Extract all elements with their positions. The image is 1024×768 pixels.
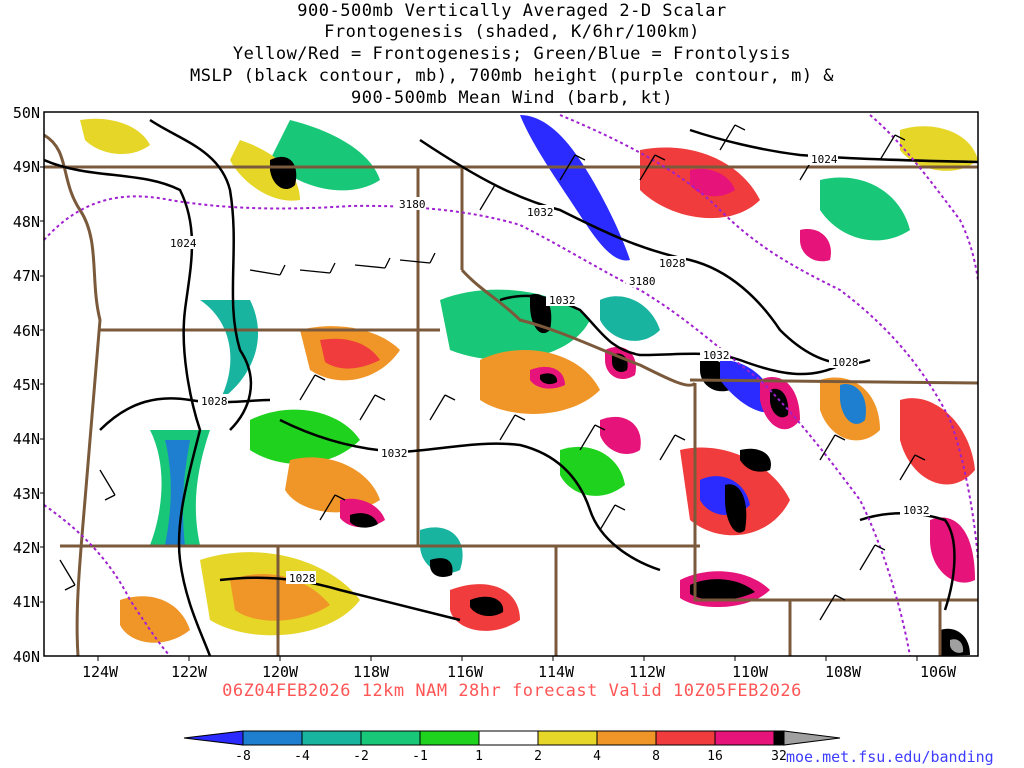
contour-label: 1024 bbox=[811, 153, 838, 166]
credit-link[interactable]: moe.met.fsu.edu/banding bbox=[786, 748, 994, 766]
lon-label: 120W bbox=[262, 663, 299, 681]
lat-label: 46N bbox=[13, 322, 40, 340]
colorbar-segment bbox=[714, 730, 775, 746]
lon-label: 110W bbox=[732, 663, 769, 681]
valid-time: 06Z04FEB2026 12km NAM 28hr forecast Vali… bbox=[222, 681, 802, 701]
colorbar-segment bbox=[183, 730, 244, 746]
lon-label: 114W bbox=[538, 663, 575, 681]
frontogenesis-shading bbox=[80, 115, 978, 656]
lon-label: 118W bbox=[353, 663, 390, 681]
colorbar-label: 1 bbox=[475, 749, 483, 764]
colorbar-segment bbox=[360, 730, 421, 746]
lon-label: 124W bbox=[82, 663, 119, 681]
colorbar-label: 16 bbox=[707, 749, 723, 764]
colorbar-segment bbox=[596, 730, 657, 746]
lat-label: 40N bbox=[13, 648, 40, 666]
colorbar-segment bbox=[537, 730, 598, 746]
colorbar-labels: -8 -4 -2 -1 1 2 4 8 16 32 bbox=[235, 749, 787, 764]
contour-label: 1032 bbox=[381, 447, 408, 460]
title-line-2: Frontogenesis (shaded, K/6hr/100km) bbox=[324, 22, 700, 42]
longitude-axis: 124W 122W 120W 118W 116W 114W 112W 110W … bbox=[82, 663, 957, 681]
latitude-axis: 50N 49N 48N 47N 46N 45N 44N 43N 42N 41N … bbox=[13, 104, 40, 666]
lat-label: 48N bbox=[13, 213, 40, 231]
title-line-3: Yellow/Red = Frontogenesis; Green/Blue =… bbox=[232, 44, 792, 64]
colorbar-label: -2 bbox=[353, 749, 369, 764]
title-line-5: 900-500mb Mean Wind (barb, kt) bbox=[350, 88, 674, 108]
contour-label: 1028 bbox=[659, 257, 686, 270]
contour-label: 1032 bbox=[903, 504, 930, 517]
lon-label: 116W bbox=[447, 663, 484, 681]
colorbar-segment bbox=[301, 730, 362, 746]
lon-label: 106W bbox=[920, 663, 957, 681]
title-line-1: 900-500mb Vertically Averaged 2-D Scalar bbox=[297, 1, 727, 21]
lat-label: 42N bbox=[13, 539, 40, 557]
title-line-4: MSLP (black contour, mb), 700mb height (… bbox=[189, 66, 835, 86]
colorbar-segment bbox=[773, 730, 785, 746]
colorbar-label: -4 bbox=[294, 749, 310, 764]
colorbar-label: -8 bbox=[235, 749, 251, 764]
mslp-contours bbox=[44, 118, 978, 656]
lat-label: 43N bbox=[13, 485, 40, 503]
colorbar-label: 8 bbox=[652, 749, 660, 764]
colorbar-segment bbox=[655, 730, 716, 746]
lat-label: 49N bbox=[13, 158, 40, 176]
lat-label: 47N bbox=[13, 267, 40, 285]
colorbar-label: -1 bbox=[412, 749, 428, 764]
colorbar bbox=[183, 730, 841, 746]
contour-label-group: 1024 1024 1032 1028 1032 1032 1028 1028 … bbox=[167, 152, 930, 585]
political-boundaries bbox=[44, 133, 978, 656]
contour-label: 1028 bbox=[289, 572, 316, 585]
lat-label: 50N bbox=[13, 104, 40, 122]
lon-label: 112W bbox=[629, 663, 666, 681]
colorbar-label: 4 bbox=[593, 749, 601, 764]
contour-label: 1028 bbox=[201, 395, 228, 408]
colorbar-segment bbox=[242, 730, 303, 746]
colorbar-segment bbox=[478, 730, 539, 746]
lat-label: 41N bbox=[13, 593, 40, 611]
colorbar-segment bbox=[419, 730, 480, 746]
contour-label: 1028 bbox=[832, 356, 859, 369]
lat-label: 44N bbox=[13, 430, 40, 448]
wind-barbs bbox=[59, 124, 926, 621]
lat-label: 45N bbox=[13, 376, 40, 394]
colorbar-label: 32 bbox=[771, 749, 787, 764]
contour-label: 1032 bbox=[703, 349, 730, 362]
contour-label: 3180 bbox=[629, 275, 656, 288]
contour-label: 1032 bbox=[549, 294, 576, 307]
contour-label: 1024 bbox=[170, 237, 197, 250]
contour-label: 3180 bbox=[399, 198, 426, 211]
colorbar-label: 2 bbox=[534, 749, 542, 764]
lon-label: 108W bbox=[825, 663, 862, 681]
lon-label: 122W bbox=[171, 663, 208, 681]
colorbar-segment bbox=[783, 730, 841, 746]
height-contours bbox=[44, 114, 978, 656]
contour-label: 1032 bbox=[527, 206, 554, 219]
